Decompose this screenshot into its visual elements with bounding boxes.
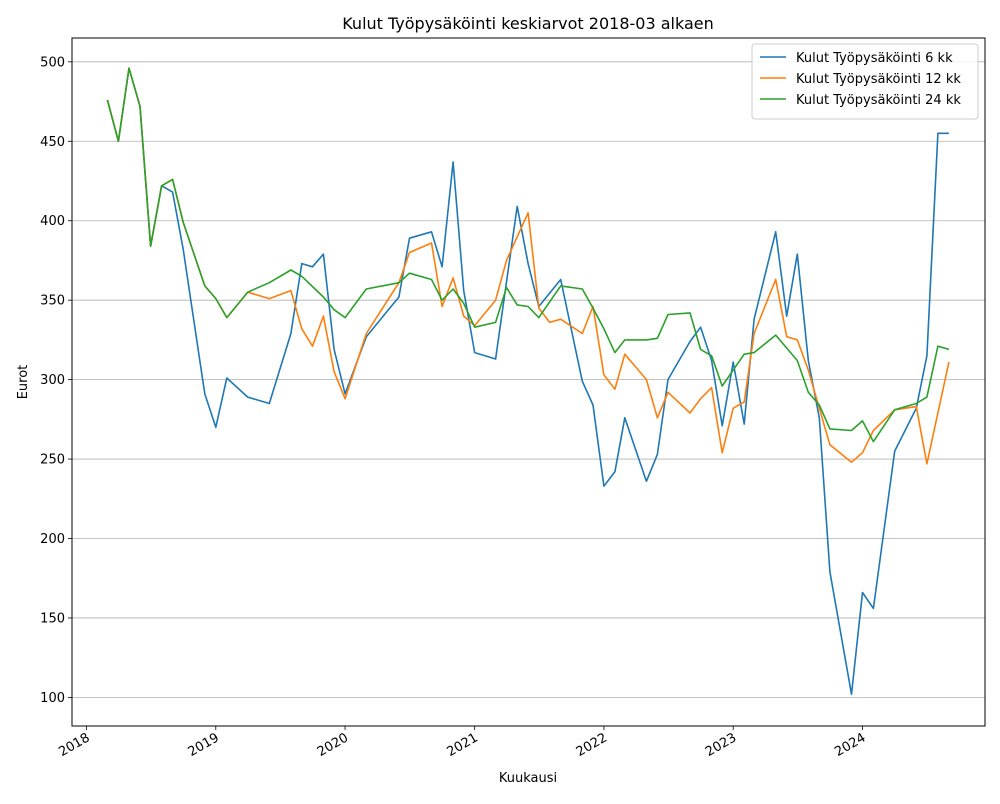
y-axis: 100 150 200 250 300 350 400 450 500 [40, 55, 72, 706]
x-tick-label: 2018 [56, 730, 92, 760]
legend-label: Kulut Työpysäköinti 6 kk [796, 51, 953, 66]
x-tick-label: 2020 [315, 730, 351, 760]
series-lines [106, 67, 950, 696]
x-tick-label: 2024 [832, 730, 868, 760]
legend-box [751, 43, 979, 120]
y-tick-label: 400 [40, 214, 65, 229]
x-axis-label: Kuukausi [499, 771, 557, 786]
plot-area-frame [71, 37, 986, 727]
series-line-1 [106, 67, 949, 696]
y-tick-label: 300 [40, 373, 65, 388]
legend: Kulut Työpysäköinti 6 kk Kulut Työpysäköi… [751, 43, 979, 120]
y-tick-label: 200 [40, 532, 65, 547]
x-tick-label: 2022 [574, 730, 610, 760]
legend-label: Kulut Työpysäköinti 24 kk [796, 93, 961, 108]
x-axis: 2018 2019 2020 2021 2022 2023 2024 [56, 726, 868, 760]
x-tick-label: 2023 [703, 730, 739, 760]
y-tick-label: 100 [40, 691, 65, 706]
y-tick-label: 250 [40, 453, 65, 468]
y-tick-label: 150 [40, 611, 65, 626]
chart-title: Kulut Työpysäköinti keskiarvot 2018-03 a… [342, 14, 714, 33]
x-tick-label: 2019 [186, 730, 222, 760]
y-tick-label: 450 [40, 135, 65, 150]
y-tick-label: 350 [40, 294, 65, 309]
series-line-3 [106, 67, 950, 443]
y-tick-label: 500 [40, 55, 65, 70]
grid-lines [72, 61, 985, 698]
x-tick-label: 2021 [445, 730, 481, 760]
y-axis-label: Eurot [16, 365, 31, 400]
legend-label: Kulut Työpysäköinti 12 kk [796, 72, 961, 87]
